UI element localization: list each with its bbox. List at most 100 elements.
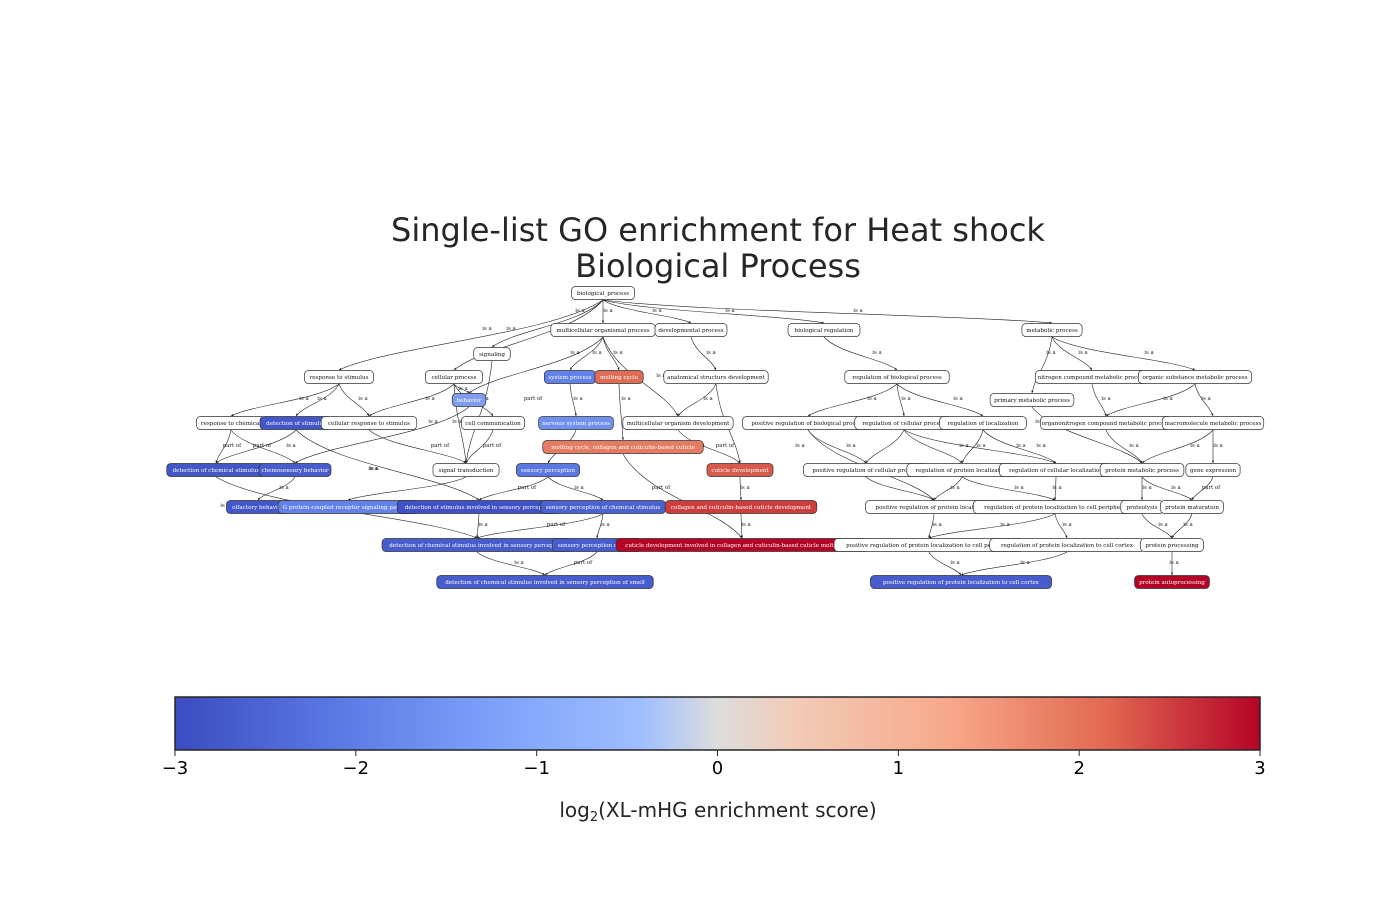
node-label-dcsisps: detection of chemical stimulus involved …	[445, 580, 645, 586]
edge-ccbcd-cdimc	[740, 513, 744, 539]
edge-label-pmat-ppro: is a	[1183, 522, 1193, 528]
edge-prot-ppro	[1141, 513, 1173, 539]
edge-label-prot-ppro: is a	[1158, 522, 1168, 528]
edge-rcp-prcp	[865, 429, 905, 464]
edge-rplcp-prplcp	[928, 513, 1056, 539]
node-mc: molting cycle	[594, 370, 644, 384]
edge-csb-ob	[257, 476, 296, 501]
node-dsisp: detection of stimulus involved in sensor…	[396, 500, 562, 514]
node-box-mp	[1021, 323, 1083, 337]
node-prplcc: positive regulation of protein localizat…	[870, 575, 1052, 589]
edge-pmp-pmp2	[1031, 406, 1143, 464]
edge-osmp-mmp	[1194, 383, 1214, 417]
node-label-bp: biological_process	[577, 291, 629, 297]
edge-label-dcs-dcsisp: is a	[220, 503, 230, 509]
edge-label-dos-dsisp: is a	[368, 466, 378, 472]
node-rol: regulation of localization	[939, 416, 1027, 430]
edge-label-mp-ncmp: is a	[1078, 350, 1088, 356]
node-ge: gene expression	[1185, 463, 1241, 477]
node-box-mmp	[1161, 416, 1265, 430]
edge-label-cp-crs: is a	[425, 396, 435, 402]
edge-label-mop-mc: is a	[613, 350, 623, 356]
edge-label-rol-rpl: is a	[976, 443, 986, 449]
edge-rol-rcl	[982, 429, 1057, 464]
edge-label-rol-rcl: is a	[1036, 443, 1046, 449]
node-prbp: positive regulation of biological proces…	[742, 416, 874, 430]
edge-breg-rbp	[823, 336, 898, 371]
edge-label-pmp2-prot: is a	[1142, 485, 1152, 491]
node-label-osmp: organic substance metabolic process	[1142, 375, 1247, 381]
node-label-sperc: sensory perception	[521, 468, 576, 474]
edge-bp-rs	[338, 299, 604, 371]
edge-rs-crs	[338, 383, 370, 417]
node-label-crs: cellular response to stimulus	[328, 421, 410, 427]
edge-label-rpl-prpl: is a	[950, 485, 960, 491]
edge-rbp-rol	[896, 383, 984, 417]
node-prot: proteolysis	[1120, 500, 1164, 514]
node-cp: cellular process	[425, 370, 483, 384]
edge-dp-asd	[690, 336, 717, 371]
edge-sperc-spcs	[547, 476, 604, 501]
edge-label-rc-csb: part of	[253, 443, 272, 449]
node-box-cd	[706, 463, 774, 477]
edge-label-asd-cd: part of	[716, 443, 735, 449]
colorbar-label: log2(XL-mHG enrichment score)	[559, 798, 876, 825]
edge-label-rplcp-rplcc: is a	[1062, 522, 1072, 528]
edge-pmp2-pmat	[1141, 476, 1193, 501]
node-gpcr: G protein-coupled receptor signaling pat…	[277, 500, 419, 514]
edge-label-bp-sig: is a	[575, 308, 585, 314]
edge-label-bp-mp: is a	[853, 308, 863, 314]
edge-rs-dos	[295, 383, 340, 417]
edge-label-st-gpcr: is a	[369, 466, 379, 472]
node-label-prplcc: positive regulation of protein localizat…	[883, 580, 1040, 586]
edge-rpl-prpl	[933, 476, 963, 501]
edge-label-rpl-rplcp: is a	[1014, 485, 1024, 491]
edge-label-mmp-ge: is a	[1213, 443, 1223, 449]
edge-oncmp-pmp2	[1105, 429, 1143, 464]
node-box-pmat	[1160, 500, 1224, 514]
node-label-ob: olfactory behavior	[232, 505, 284, 511]
edge-label-rcp-rcl: is a	[1016, 443, 1026, 449]
node-box-mccc	[542, 440, 704, 454]
edge-rc-dcs	[215, 429, 232, 464]
edge-label-sp-nsp: is a	[573, 396, 583, 402]
node-label-rpl: regulation of protein localization	[915, 468, 1009, 474]
edge-mop-sp	[569, 336, 604, 371]
node-label-rs: response to stimulus	[310, 375, 369, 381]
node-dcsisps: detection of chemical stimulus involved …	[436, 575, 654, 589]
edge-label-bp-rs: is a	[482, 326, 492, 332]
node-label-oncmp: organonitrogen compound metabolic proces…	[1042, 421, 1171, 427]
node-pmat: protein maturation	[1160, 500, 1224, 514]
node-label-sp: system process	[548, 375, 591, 381]
edge-label-bp-breg: is a	[725, 308, 735, 314]
edge-osmp-oncmp	[1105, 383, 1196, 417]
edge-label-ge-pmat: part of	[1202, 485, 1221, 491]
edge-rbp-prbp	[807, 383, 898, 417]
edge-mc-mccc	[618, 383, 625, 441]
node-box-nsp	[538, 416, 614, 430]
node-crs: cellular response to stimulus	[320, 416, 418, 430]
node-pmp: primary metabolic process	[989, 393, 1075, 407]
edge-cp-beh	[453, 383, 470, 394]
node-rbp: regulation of biological process	[844, 370, 950, 384]
node-ppro: protein processing	[1140, 538, 1204, 552]
node-breg: biological regulation	[787, 323, 861, 337]
edge-ge-pmat	[1191, 476, 1214, 501]
node-box-dcsisps	[436, 575, 654, 589]
edge-prplcp-prplcc	[928, 551, 962, 576]
edge-dos-dcs	[215, 429, 297, 464]
node-label-breg: biological regulation	[795, 328, 854, 334]
node-label-prplcp: positive regulation of protein localizat…	[846, 543, 1013, 549]
edge-label-asd-mod: is a	[703, 396, 713, 402]
edge-sp-nsp	[569, 383, 577, 417]
node-dcs: detection of chemical stimulus	[166, 463, 266, 477]
edge-rc-csb	[230, 429, 296, 464]
edge-label-dcsisp-dcsisps: is a	[514, 560, 524, 566]
edge-label-rbp-rcp: is a	[901, 396, 911, 402]
edge-spcs-dcsisp	[476, 513, 604, 539]
edge-bp-sig	[491, 299, 604, 348]
node-label-rcp: regulation of cellular process	[862, 421, 945, 427]
node-label-ccbcd: collagen and cuticulin-based cuticle dev…	[671, 505, 812, 511]
node-asd: anatomical structure development	[663, 370, 769, 384]
